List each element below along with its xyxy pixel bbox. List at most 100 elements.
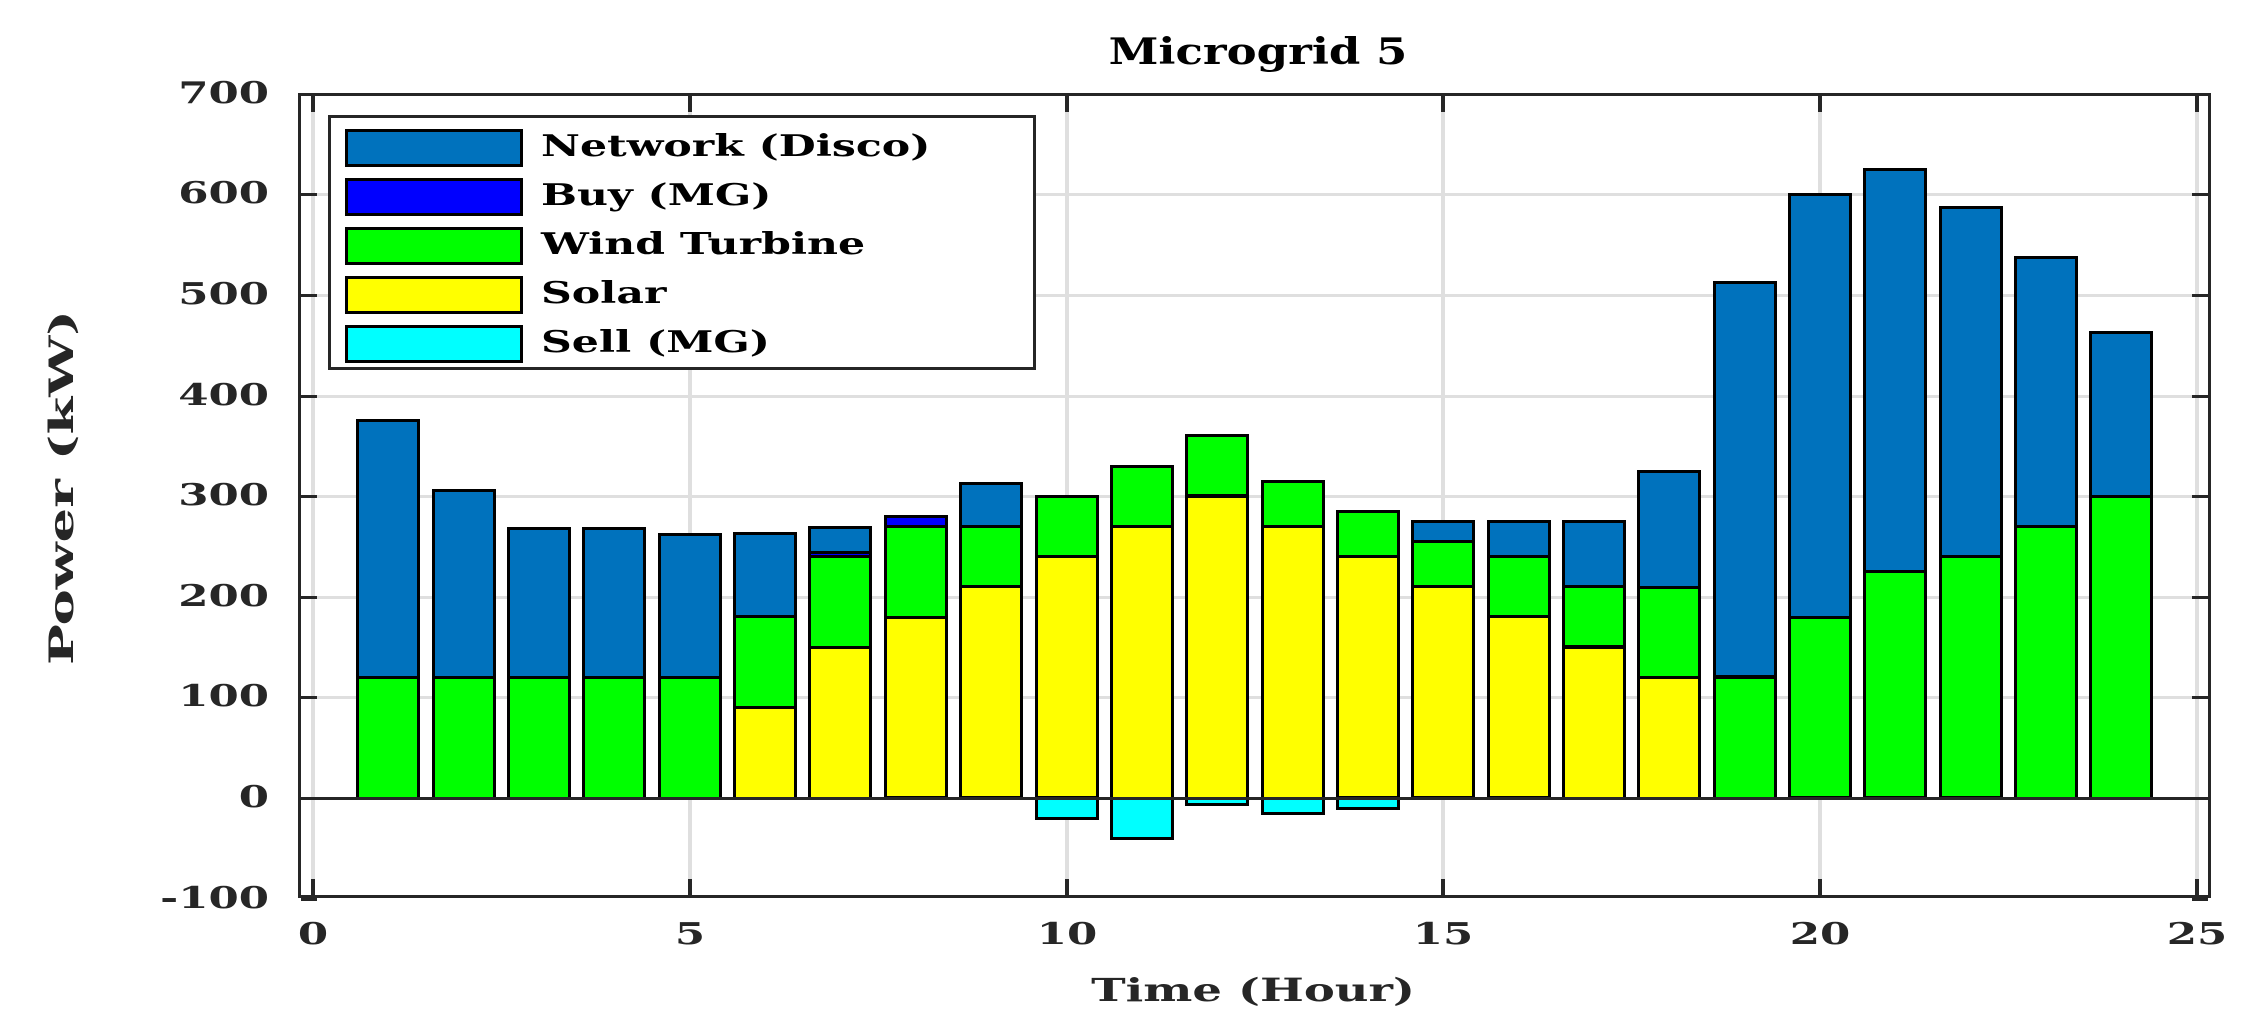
y-tick <box>301 495 317 498</box>
bar-segment-buy-mg <box>884 515 948 528</box>
gridline-horizontal <box>301 696 2208 699</box>
bar-segment-wind-turbine <box>1939 555 2003 799</box>
bar-segment-wind-turbine <box>1637 585 1701 679</box>
bar-segment-sell-mg <box>1110 797 1174 840</box>
y-tick-label: 400 <box>178 378 269 413</box>
x-tick <box>2195 96 2199 112</box>
bar-segment-network-disco <box>2089 331 2153 498</box>
x-tick-label: 5 <box>674 917 706 952</box>
legend-swatch-sell <box>345 325 523 363</box>
y-tick <box>2192 596 2208 599</box>
bar-segment-network-disco <box>1637 470 1701 589</box>
x-tick <box>311 96 315 112</box>
x-tick <box>1065 96 1069 112</box>
bar-segment-network-disco <box>2014 256 2078 528</box>
y-tick <box>2192 696 2208 699</box>
bar-segment-wind-turbine <box>1863 570 1927 799</box>
bar-segment-wind-turbine <box>507 676 571 800</box>
gridline-horizontal <box>301 193 2208 196</box>
y-tick <box>301 193 317 196</box>
legend: Network (Disco) Buy (MG) Wind Turbine So… <box>328 115 1036 370</box>
bar-segment-wind-turbine <box>582 676 646 800</box>
gridline-horizontal <box>301 495 2208 498</box>
bar-segment-network-disco <box>356 419 420 679</box>
y-tick-label: -100 <box>160 881 269 916</box>
legend-swatch-wind <box>345 227 523 265</box>
bar-segment-solar <box>1411 585 1475 799</box>
bar-segment-network-disco <box>1939 206 2003 558</box>
bar-segment-wind-turbine <box>733 615 797 709</box>
legend-swatch-solar <box>345 276 523 314</box>
y-tick <box>301 596 317 599</box>
bar-segment-wind-turbine <box>1336 510 1400 558</box>
x-tick <box>1818 879 1822 895</box>
bar-segment-sell-mg <box>1035 797 1099 820</box>
y-tick-label: 0 <box>238 780 269 815</box>
legend-item-wind: Wind Turbine <box>345 227 1025 267</box>
bar-segment-wind-turbine <box>658 676 722 800</box>
legend-item-solar: Solar <box>345 276 1025 316</box>
y-tick <box>2192 898 2208 901</box>
bar-segment-wind-turbine <box>1487 555 1551 618</box>
bar-segment-solar <box>1487 615 1551 799</box>
x-tick <box>1441 96 1445 112</box>
bar-segment-wind-turbine <box>1110 465 1174 528</box>
plot-area <box>298 93 2211 898</box>
y-tick <box>2192 93 2208 96</box>
bar-segment-wind-turbine <box>959 525 1023 588</box>
bar-segment-solar <box>733 706 797 800</box>
x-tick <box>2195 879 2199 895</box>
bar-segment-network-disco <box>1863 168 1927 573</box>
bar-segment-solar <box>1336 555 1400 799</box>
bar-segment-network-disco <box>1788 193 1852 619</box>
bar-segment-wind-turbine <box>1713 676 1777 800</box>
legend-item-buy: Buy (MG) <box>345 178 1025 218</box>
bar-segment-wind-turbine <box>2014 525 2078 800</box>
bar-segment-solar <box>959 585 1023 799</box>
x-tick-label: 0 <box>297 917 329 952</box>
bar-segment-wind-turbine <box>1562 585 1626 648</box>
gridline-horizontal <box>301 596 2208 599</box>
bar-segment-wind-turbine <box>1185 434 1249 497</box>
x-tick-label: 15 <box>1412 917 1474 952</box>
bar-segment-wind-turbine <box>1261 480 1325 528</box>
bar-segment-network-disco <box>1411 520 1475 543</box>
y-tick <box>301 93 317 96</box>
legend-swatch-network <box>345 129 523 167</box>
bar-segment-solar <box>884 615 948 799</box>
bar-segment-network-disco <box>658 533 722 679</box>
legend-label: Sell (MG) <box>541 325 770 360</box>
bar-segment-solar <box>1261 525 1325 800</box>
x-tick <box>1441 879 1445 895</box>
legend-item-network: Network (Disco) <box>345 129 1025 169</box>
y-tick <box>301 696 317 699</box>
y-tick <box>301 395 317 398</box>
bar-segment-network-disco <box>959 482 1023 528</box>
x-tick-label: 10 <box>1036 917 1098 952</box>
gridline-vertical <box>688 96 692 895</box>
legend-label: Wind Turbine <box>541 227 866 262</box>
x-tick-label: 25 <box>2166 917 2228 952</box>
bar-segment-network-disco <box>733 532 797 618</box>
bar-segment-network-disco <box>1487 520 1551 558</box>
legend-label: Buy (MG) <box>541 178 772 213</box>
bar-segment-solar <box>808 646 872 800</box>
y-tick <box>2192 294 2208 297</box>
y-axis-label: Power (kW) <box>42 309 82 665</box>
y-tick <box>2192 395 2208 398</box>
y-tick-label: 600 <box>178 176 269 211</box>
y-tick-label: 500 <box>178 277 269 312</box>
bar-segment-wind-turbine <box>884 525 948 619</box>
bar-segment-wind-turbine <box>1788 615 1852 799</box>
bar-segment-network-disco <box>1713 281 1777 678</box>
y-tick <box>301 898 317 901</box>
zero-baseline <box>301 797 2208 800</box>
bar-segment-solar <box>1110 525 1174 800</box>
bar-segment-wind-turbine <box>432 676 496 800</box>
legend-swatch-buy <box>345 178 523 216</box>
bar-segment-solar <box>1035 555 1099 799</box>
legend-label: Network (Disco) <box>541 129 931 164</box>
y-tick <box>2192 193 2208 196</box>
bar-segment-wind-turbine <box>808 555 872 649</box>
x-tick <box>1065 879 1069 895</box>
